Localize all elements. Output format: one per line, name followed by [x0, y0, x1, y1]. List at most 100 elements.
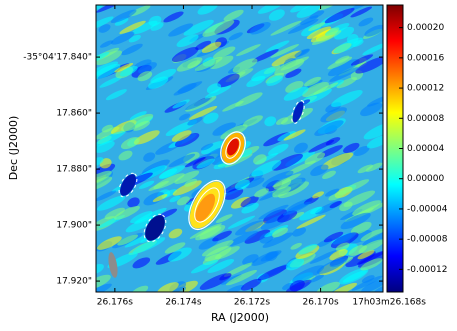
noise-blob [277, 131, 296, 142]
noise-blob [324, 8, 355, 24]
noise-blob [99, 76, 123, 88]
noise-blob [360, 228, 383, 241]
noise-blob [118, 150, 133, 161]
noise-blob [114, 205, 140, 220]
noise-blob [232, 58, 258, 73]
noise-blob [176, 57, 203, 72]
noise-blob [96, 190, 117, 202]
noise-blob [176, 196, 190, 206]
noise-blob [167, 247, 192, 262]
noise-blob [266, 75, 283, 86]
noise-blob [257, 265, 288, 281]
noise-blob [315, 281, 340, 292]
noise-blob [325, 137, 341, 146]
noise-blob [251, 49, 279, 63]
y-axis-label: Dec (J2000) [7, 116, 20, 181]
noise-blob [245, 177, 265, 189]
noise-blob [105, 89, 127, 101]
noise-blob [298, 243, 318, 255]
noise-blob [265, 251, 278, 262]
noise-blob [168, 153, 196, 168]
noise-blob [150, 22, 164, 31]
noise-blob [117, 234, 139, 246]
noise-blob [272, 227, 289, 238]
noise-blob [173, 81, 203, 96]
noise-blob [174, 133, 200, 147]
noise-blob [365, 162, 383, 172]
noise-blob [96, 140, 115, 153]
noise-blob [120, 65, 138, 77]
noise-blob [329, 67, 359, 82]
noise-blob [184, 178, 198, 187]
noise-blob [277, 210, 298, 223]
y-tick-label: -35°04'17.840" [23, 53, 92, 63]
noise-blob [187, 116, 203, 126]
noise-blob [183, 19, 214, 36]
noise-blob [358, 17, 374, 27]
noise-blob [176, 34, 199, 48]
colorbar-tick-label: 0.00004 [407, 144, 444, 154]
noise-blob [99, 40, 114, 48]
noise-blob [212, 122, 236, 136]
noise-blob [322, 170, 336, 179]
noise-blob [251, 160, 282, 177]
noise-blob [285, 68, 302, 79]
noise-blob [262, 170, 294, 188]
noise-blob [215, 214, 233, 223]
noise-blob [131, 285, 149, 292]
noise-blob [292, 265, 325, 283]
noise-blob [96, 16, 114, 30]
noise-blob [323, 231, 344, 243]
noise-blob [172, 180, 202, 196]
noise-blob [132, 237, 166, 254]
noise-blob [121, 43, 143, 56]
noise-blob [111, 31, 135, 45]
noise-blob [364, 24, 383, 37]
noise-blob [350, 6, 373, 18]
noise-blob [320, 107, 347, 123]
plot-frame [95, 4, 384, 293]
noise-blob [363, 122, 383, 140]
noise-blob [270, 44, 300, 58]
noise-blob [310, 206, 323, 215]
noise-blob [329, 249, 348, 261]
noise-blob [254, 188, 269, 198]
noise-blob [296, 5, 321, 18]
noise-blob [351, 275, 383, 291]
noise-blob [312, 191, 325, 199]
noise-blob [101, 124, 113, 133]
noise-blob [294, 142, 308, 154]
noise-blob [104, 207, 126, 220]
noise-blob [335, 242, 350, 252]
noise-blob [264, 116, 277, 127]
noise-blob [350, 54, 374, 66]
noise-blob [329, 256, 348, 268]
noise-blob [171, 130, 192, 142]
source-overlay [108, 100, 305, 278]
noise-blob [201, 141, 225, 155]
noise-blob [96, 176, 113, 191]
noise-blob [287, 18, 319, 34]
noise-blob [223, 284, 244, 292]
noise-blob [333, 37, 364, 54]
noise-blob [272, 186, 292, 198]
noise-blob [133, 59, 152, 71]
x-tick-label: 26.176s [97, 298, 133, 308]
y-tick-label: 17.920" [56, 277, 92, 287]
noise-blob [352, 39, 364, 47]
noise-blob [97, 236, 122, 250]
x-axis-label: RA (J2000) [211, 311, 269, 324]
noise-blob [143, 192, 165, 206]
noise-blob [361, 279, 383, 292]
colorbar-tick-label: 0.00000 [407, 174, 444, 184]
noise-blob [110, 9, 137, 23]
noise-blob [209, 55, 234, 69]
noise-blob [257, 5, 286, 14]
noise-blob [240, 278, 262, 291]
noise-blob [296, 214, 326, 229]
noise-blob [328, 190, 347, 201]
noise-blob [96, 63, 121, 80]
noise-blob [358, 239, 383, 254]
noise-blob [217, 73, 240, 88]
